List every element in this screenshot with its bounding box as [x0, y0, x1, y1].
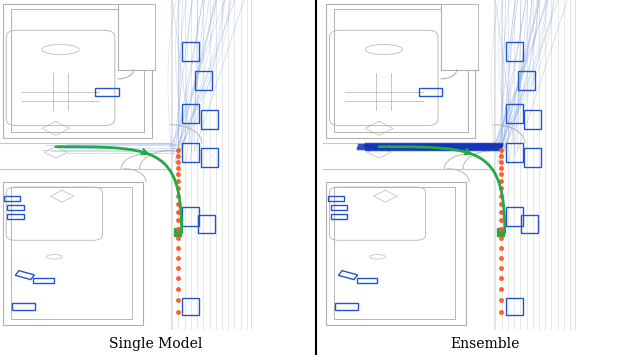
Text: Single Model: Single Model — [109, 338, 202, 351]
Bar — [506, 104, 523, 123]
Bar — [4, 196, 20, 201]
Bar — [182, 298, 200, 315]
Bar — [334, 187, 455, 319]
Bar — [497, 228, 504, 236]
Bar — [201, 110, 218, 129]
Bar — [356, 278, 377, 283]
Bar — [3, 182, 143, 324]
Bar — [326, 182, 466, 324]
Bar — [174, 228, 181, 236]
Bar — [331, 214, 347, 219]
Bar — [506, 298, 523, 315]
Bar — [12, 303, 35, 310]
Bar — [331, 205, 347, 210]
Bar — [11, 9, 145, 132]
Bar — [441, 4, 479, 70]
Bar — [195, 71, 212, 90]
Bar — [118, 4, 155, 70]
Bar — [11, 187, 132, 319]
Text: Ensemble: Ensemble — [450, 338, 519, 351]
Bar — [521, 214, 538, 233]
Bar — [328, 196, 344, 201]
Bar — [182, 143, 200, 162]
Bar — [339, 271, 358, 280]
Bar — [326, 4, 476, 138]
Bar — [33, 278, 54, 283]
Bar — [3, 4, 152, 138]
Bar — [334, 9, 468, 132]
Bar — [182, 42, 200, 61]
Bar — [201, 148, 218, 167]
Bar — [335, 303, 358, 310]
Bar — [8, 214, 24, 219]
Bar — [518, 71, 535, 90]
Bar — [506, 143, 523, 162]
Bar — [506, 207, 523, 226]
Bar — [198, 214, 215, 233]
Bar — [8, 205, 24, 210]
Bar — [506, 42, 523, 61]
Bar — [15, 271, 35, 280]
Bar — [524, 110, 541, 129]
Bar — [419, 88, 442, 95]
Bar — [182, 104, 200, 123]
Bar — [524, 148, 541, 167]
Bar — [95, 88, 119, 95]
Bar — [182, 207, 200, 226]
